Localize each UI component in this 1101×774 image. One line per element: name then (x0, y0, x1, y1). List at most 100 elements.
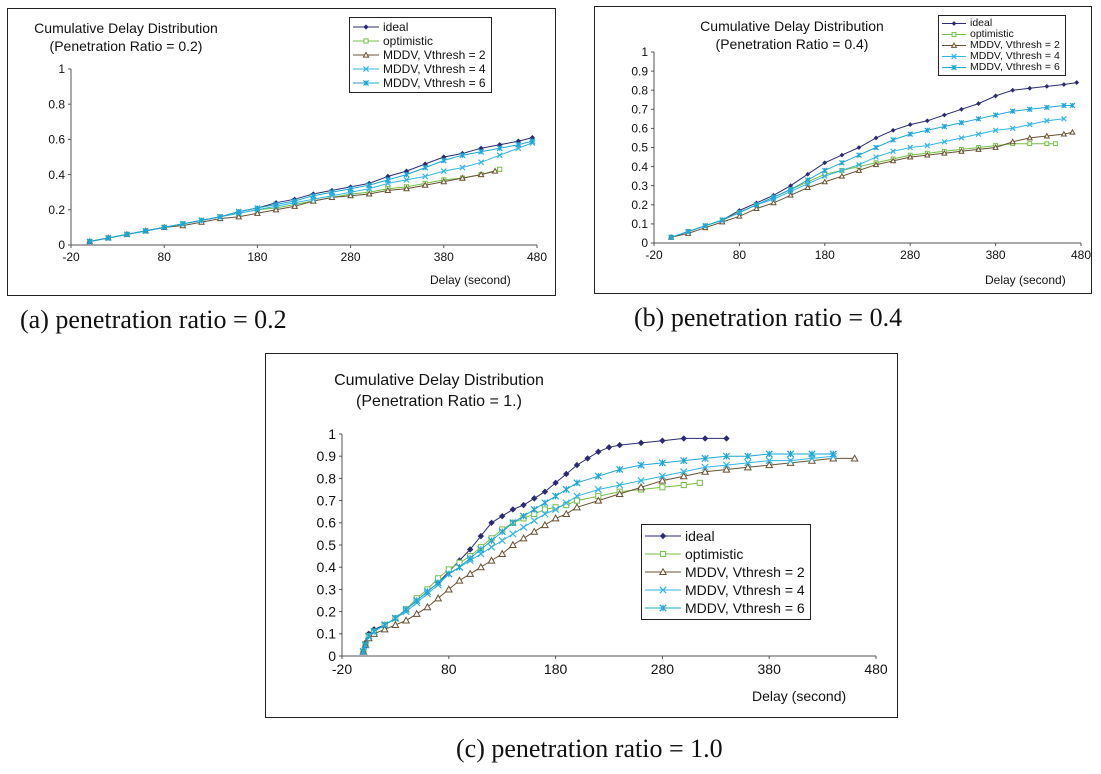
data-point (770, 199, 777, 206)
data-point (403, 171, 410, 178)
legend-label: MDDV, Vthresh = 4 (383, 62, 486, 76)
data-point (658, 476, 667, 484)
data-point (1061, 82, 1067, 87)
legend-marker (659, 532, 667, 540)
y-tick-label: 1 (328, 426, 336, 442)
y-tick-label: 0.6 (317, 515, 337, 531)
chart-panel-b: 0 0.1 0.2 0.3 0.4 0.5 0.6 0.7 0.8 0.9 1 -20 80 180 280… (594, 6, 1092, 294)
data-point (924, 118, 930, 124)
legend-label: MDDV, Vthresh = 2 (970, 39, 1060, 51)
data-point (719, 217, 726, 223)
data-point (1044, 117, 1050, 124)
data-point (198, 217, 205, 224)
data-point (498, 528, 506, 536)
data-point (787, 186, 794, 193)
data-point (478, 159, 485, 166)
legend-swatch (942, 21, 966, 26)
data-point (993, 93, 998, 99)
data-point (519, 512, 528, 520)
chart-title-b: Cumulative Delay Distribution (Penetrati… (700, 17, 884, 53)
data-point (786, 450, 795, 458)
data-point (366, 182, 373, 189)
data-point (753, 205, 760, 212)
data-point (658, 459, 667, 467)
legend-item: MDDV, Vthresh = 2 (645, 563, 805, 581)
data-point (440, 178, 448, 185)
data-point (509, 530, 517, 538)
data-point (476, 562, 485, 571)
chart-plot-a: 0 0.2 0.4 0.6 0.8 1 -20 80 180 280 380 480 (48, 62, 547, 264)
data-point (584, 455, 591, 462)
series-line (89, 140, 533, 242)
data-point (273, 201, 280, 208)
legend-marker (659, 604, 667, 612)
data-point (856, 161, 862, 168)
data-point (391, 620, 400, 628)
data-point (1061, 102, 1067, 109)
y-tick-label: 1 (641, 45, 648, 59)
data-point (403, 176, 410, 183)
data-point (422, 173, 429, 180)
data-point (594, 485, 602, 494)
x-tick-label: 180 (544, 661, 568, 677)
series-line (670, 82, 1077, 238)
legend-label: ideal (383, 20, 409, 34)
data-point (380, 625, 389, 633)
data-point (941, 138, 948, 145)
x-tick-label: 80 (441, 661, 457, 677)
chart-plot-c: 0 0.1 0.2 0.3 0.4 0.5 0.6 0.7 0.8 0.9 1 -20 80 180 280… (317, 426, 888, 677)
data-point (804, 184, 811, 191)
legend-swatch (645, 604, 681, 612)
y-tick-label: 0.7 (317, 493, 337, 509)
series-line (670, 143, 1056, 238)
y-tick-label: 0.6 (48, 133, 65, 147)
data-point (444, 585, 453, 593)
data-point (907, 122, 913, 127)
x-tick-label: 280 (900, 248, 920, 262)
data-point (499, 512, 506, 520)
legend-item: optimistic (645, 545, 805, 563)
data-point (477, 532, 485, 540)
data-point (573, 479, 581, 487)
data-point (381, 621, 389, 629)
data-point (541, 506, 548, 513)
data-point (402, 616, 411, 624)
data-point (487, 543, 496, 551)
data-point (235, 213, 243, 220)
data-point (365, 190, 373, 197)
data-point (1061, 116, 1067, 122)
data-point (529, 135, 535, 141)
legend-swatch (942, 42, 966, 48)
data-point (385, 173, 391, 179)
legend-item: optimistic (942, 29, 1060, 40)
data-point (924, 127, 931, 134)
data-point (855, 166, 863, 173)
data-point (531, 495, 538, 502)
legend-swatch (645, 532, 681, 540)
legend-marker (363, 24, 369, 30)
data-point (829, 450, 837, 458)
y-tick-label: 0.2 (317, 604, 337, 620)
legend-item: MDDV, Vthresh = 6 (645, 599, 805, 617)
data-point (839, 152, 845, 158)
data-point (291, 202, 299, 209)
data-point (890, 137, 896, 143)
data-point (551, 505, 560, 514)
data-point (384, 186, 392, 194)
legend-label: MDDV, Vthresh = 6 (970, 61, 1060, 73)
data-point (1027, 141, 1033, 147)
data-point (696, 479, 703, 486)
data-point (723, 435, 730, 442)
data-point (821, 173, 828, 179)
data-point (616, 481, 624, 489)
data-point (562, 485, 570, 494)
chart-panel-a: 0 0.2 0.4 0.6 0.8 1 -20 80 180 280 380 480 Cumulati… (7, 8, 556, 296)
legend-item: MDDV, Vthresh = 4 (353, 62, 486, 76)
legend-c: ideal optimistic MDDV, Vthresh = 2 MDDV, Vt… (641, 524, 811, 620)
legend-marker (362, 65, 370, 73)
data-point (753, 201, 760, 208)
data-point (992, 144, 999, 150)
data-point (478, 145, 484, 151)
data-point (1026, 121, 1033, 128)
data-point (391, 614, 400, 622)
